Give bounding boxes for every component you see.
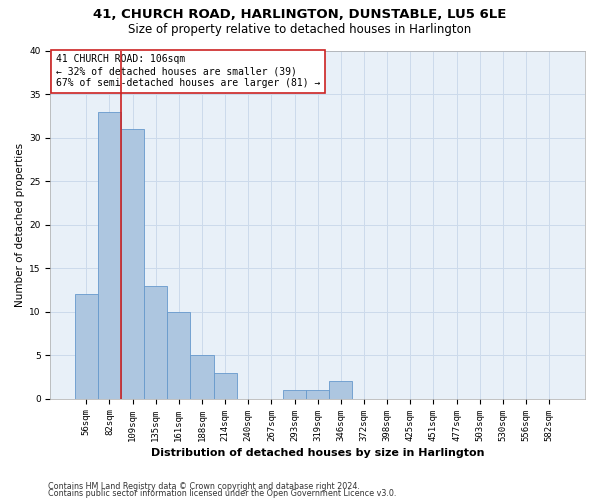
Bar xyxy=(329,381,352,398)
Text: 41, CHURCH ROAD, HARLINGTON, DUNSTABLE, LU5 6LE: 41, CHURCH ROAD, HARLINGTON, DUNSTABLE, … xyxy=(94,8,506,20)
Bar xyxy=(98,112,121,399)
Bar xyxy=(74,294,98,399)
Bar xyxy=(306,390,329,398)
Bar xyxy=(190,355,214,399)
Bar xyxy=(214,372,236,398)
Bar xyxy=(167,312,190,398)
Text: Contains public sector information licensed under the Open Government Licence v3: Contains public sector information licen… xyxy=(48,490,397,498)
X-axis label: Distribution of detached houses by size in Harlington: Distribution of detached houses by size … xyxy=(151,448,484,458)
Text: 41 CHURCH ROAD: 106sqm
← 32% of detached houses are smaller (39)
67% of semi-det: 41 CHURCH ROAD: 106sqm ← 32% of detached… xyxy=(56,54,320,88)
Bar xyxy=(283,390,306,398)
Bar xyxy=(144,286,167,399)
Y-axis label: Number of detached properties: Number of detached properties xyxy=(15,142,25,307)
Bar xyxy=(121,129,144,398)
Text: Size of property relative to detached houses in Harlington: Size of property relative to detached ho… xyxy=(128,22,472,36)
Text: Contains HM Land Registry data © Crown copyright and database right 2024.: Contains HM Land Registry data © Crown c… xyxy=(48,482,360,491)
